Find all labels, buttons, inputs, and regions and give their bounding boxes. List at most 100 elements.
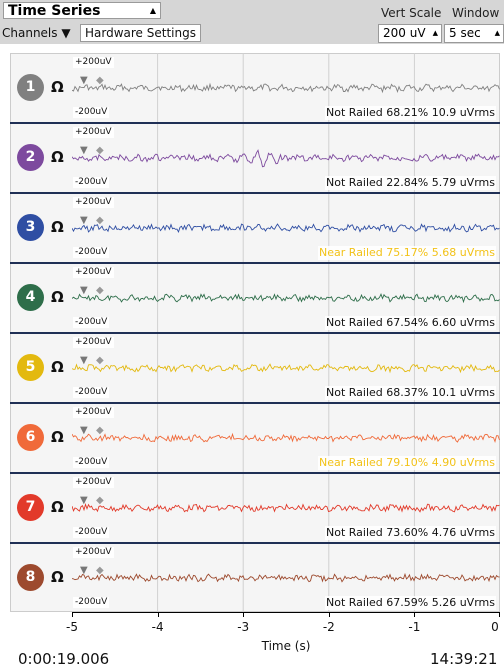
impedance-omega-icon[interactable]: Ω (51, 218, 64, 236)
channel-separator (10, 262, 500, 264)
channel-number-button[interactable]: 7 (17, 494, 44, 521)
vert-scale-label: Vert Scale (381, 6, 442, 20)
channel-number-button[interactable]: 5 (17, 354, 44, 381)
marker-icon: ◆ (96, 425, 104, 436)
x-axis-tick-label: -3 (237, 620, 250, 634)
channel-row: 3 Ω +200uV -200uV ▼ ◆ Near Railed 75.17% 5.68 … (10, 193, 500, 263)
channel-row: 7 Ω +200uV -200uV ▼ ◆ Not Railed 73.60% 4.76 u… (10, 473, 500, 543)
window-dropdown[interactable]: 5 sec ▲ (444, 24, 504, 43)
impedance-omega-icon[interactable]: Ω (51, 358, 64, 376)
x-axis-tick-label: -4 (151, 620, 164, 634)
filter-icon: ▼ (80, 285, 88, 296)
x-axis-tick (243, 612, 245, 617)
channel-scale-max-label: +200uV (73, 127, 114, 138)
controls-row: Channels ▼ Hardware Settings 200 uV ▲ 5 … (0, 22, 504, 44)
eeg-traces (72, 53, 500, 612)
dropdown-arrow-icon: ▲ (149, 6, 156, 15)
vert-scale-value: 200 uV (383, 26, 426, 40)
channel-scale-min-label: -200uV (73, 317, 110, 328)
channel-row: 2 Ω +200uV -200uV ▼ ◆ Not Railed 22.84% 5.79 u… (10, 123, 500, 193)
channel-scale-max-label: +200uV (73, 477, 114, 488)
channel-scale-min-label: -200uV (73, 597, 110, 608)
dropdown-arrow-icon: ▲ (494, 29, 500, 37)
channel-separator (10, 192, 500, 194)
channel-trace (72, 363, 500, 374)
x-axis-tick-label: -1 (408, 620, 421, 634)
channel-separator (10, 332, 500, 334)
impedance-omega-icon[interactable]: Ω (51, 498, 64, 516)
x-axis-tick (414, 612, 416, 617)
vert-scale-dropdown[interactable]: 200 uV ▲ (378, 24, 442, 43)
channel-number-button[interactable]: 6 (17, 424, 44, 451)
filter-icon: ▼ (80, 215, 88, 226)
channel-separator (10, 472, 500, 474)
marker-icon: ◆ (96, 565, 104, 576)
channel-status: Not Railed 67.59% 5.26 uVrms (325, 596, 496, 610)
channel-scale-min-label: -200uV (73, 527, 110, 538)
marker-icon: ◆ (96, 285, 104, 296)
x-axis-tick-label: 0 (491, 620, 499, 634)
channel-trace (72, 432, 500, 443)
impedance-omega-icon[interactable]: Ω (51, 148, 64, 166)
x-axis-tick (72, 612, 73, 617)
x-axis-tick (328, 612, 330, 617)
channel-row: 6 Ω +200uV -200uV ▼ ◆ Near Railed 79.10% 4.90 … (10, 403, 500, 473)
filter-icon: ▼ (80, 425, 88, 436)
channel-status: Not Railed 22.84% 5.79 uVrms (325, 176, 496, 190)
channel-scale-max-label: +200uV (73, 337, 114, 348)
channels-menu[interactable]: Channels ▼ (2, 26, 71, 40)
channel-scale-max-label: +200uV (73, 407, 114, 418)
channel-row: 4 Ω +200uV -200uV ▼ ◆ Not Railed 67.54% 6.60 u… (10, 263, 500, 333)
channel-row: 5 Ω +200uV -200uV ▼ ◆ Not Railed 68.37% 10.1 u… (10, 333, 500, 403)
hardware-settings-button[interactable]: Hardware Settings (80, 24, 201, 42)
channel-number-button[interactable]: 4 (17, 284, 44, 311)
elapsed-time: 0:00:19.006 (18, 650, 110, 668)
impedance-omega-icon[interactable]: Ω (51, 428, 64, 446)
impedance-omega-icon[interactable]: Ω (51, 288, 64, 306)
filter-icon: ▼ (80, 565, 88, 576)
x-axis-label: Time (s) (261, 639, 311, 653)
channel-trace (72, 503, 500, 513)
widget-type-dropdown[interactable]: Time Series ▲ (3, 2, 161, 19)
impedance-omega-icon[interactable]: Ω (51, 78, 64, 96)
channel-number-button[interactable]: 2 (17, 144, 44, 171)
channel-status: Near Railed 75.17% 5.68 uVrms (318, 246, 496, 260)
channel-separator (10, 122, 500, 124)
filter-icon: ▼ (80, 75, 88, 86)
x-axis-line (72, 612, 500, 613)
widget-header: Time Series ▲ Vert Scale Window (0, 0, 504, 22)
filter-icon: ▼ (80, 145, 88, 156)
channel-number-button[interactable]: 8 (17, 564, 44, 591)
channel-scale-max-label: +200uV (73, 267, 114, 278)
channel-number-button[interactable]: 3 (17, 214, 44, 241)
channel-scale-max-label: +200uV (73, 197, 114, 208)
filter-icon: ▼ (80, 355, 88, 366)
channel-trace (72, 293, 500, 304)
channel-number-button[interactable]: 1 (17, 74, 44, 101)
channel-status: Not Railed 68.21% 10.9 uVrms (325, 106, 496, 120)
channel-scale-min-label: -200uV (73, 107, 110, 118)
channel-trace (72, 223, 500, 234)
window-value: 5 sec (449, 26, 481, 40)
channel-row: 1 Ω +200uV -200uV ▼ ◆ Not Railed 68.21% 10.9 u… (10, 53, 500, 123)
channel-status: Near Railed 79.10% 4.90 uVrms (318, 456, 496, 470)
channel-scale-min-label: -200uV (73, 457, 110, 468)
channel-separator (10, 402, 500, 404)
filter-icon: ▼ (80, 495, 88, 506)
clock-time: 14:39:21 (430, 650, 498, 668)
channel-scale-min-label: -200uV (73, 177, 110, 188)
marker-icon: ◆ (96, 355, 104, 366)
channel-scale-min-label: -200uV (73, 247, 110, 258)
marker-icon: ◆ (96, 495, 104, 506)
channel-scale-max-label: +200uV (73, 57, 114, 68)
impedance-omega-icon[interactable]: Ω (51, 568, 64, 586)
window-label: Window (452, 6, 500, 20)
channel-status: Not Railed 67.54% 6.60 uVrms (325, 316, 496, 330)
x-axis-tick-label: -2 (322, 620, 335, 634)
marker-icon: ◆ (96, 75, 104, 86)
dropdown-arrow-icon: ▲ (432, 29, 438, 37)
x-axis-tick (157, 612, 159, 617)
channel-status: Not Railed 73.60% 4.76 uVrms (325, 526, 496, 540)
channel-row: 8 Ω +200uV -200uV ▼ ◆ Not Railed 67.59% 5.26 u… (10, 543, 500, 613)
channel-separator (10, 542, 500, 544)
